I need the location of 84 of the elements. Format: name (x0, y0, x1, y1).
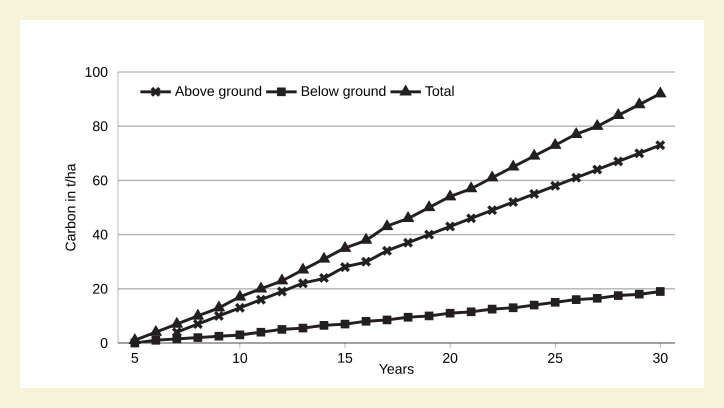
y-tick-label: 0 (100, 338, 108, 348)
x-tick-label: 30 (653, 353, 668, 363)
point (570, 127, 582, 138)
point (550, 298, 560, 307)
point (634, 148, 645, 159)
point (360, 233, 372, 244)
x-tick-label: 25 (548, 353, 562, 363)
point (465, 182, 478, 192)
x-tick-label: 5 (131, 353, 138, 363)
point (550, 180, 561, 192)
point (213, 310, 224, 322)
point (572, 295, 581, 304)
point (236, 330, 244, 340)
point (507, 160, 520, 171)
point (424, 312, 434, 320)
point (296, 262, 310, 274)
legend-label: Total (425, 86, 454, 96)
point (214, 332, 224, 341)
point (570, 172, 582, 184)
point (422, 200, 436, 212)
point (466, 212, 477, 224)
point (508, 303, 518, 312)
point (654, 86, 666, 98)
point (592, 164, 603, 176)
point (488, 304, 496, 314)
point (152, 336, 160, 345)
point (234, 290, 246, 301)
point (298, 278, 308, 289)
point (360, 256, 372, 268)
point (276, 286, 288, 297)
point (614, 291, 623, 300)
point (424, 229, 435, 240)
x-tick-label: 20 (443, 353, 458, 363)
y-tick-label: 80 (92, 121, 108, 132)
point (634, 290, 644, 299)
point (466, 308, 476, 316)
point (192, 318, 204, 330)
point (170, 317, 183, 328)
point (402, 237, 414, 248)
point (592, 294, 602, 303)
y-tick-label: 20 (93, 284, 108, 294)
point (380, 219, 394, 230)
point (486, 170, 498, 182)
point (298, 324, 308, 332)
point (340, 320, 350, 328)
point (633, 98, 646, 108)
point (486, 204, 498, 216)
point (278, 325, 286, 334)
point (612, 156, 624, 167)
point (444, 221, 456, 232)
point (255, 294, 266, 306)
point (528, 149, 540, 160)
point (508, 196, 519, 208)
point (256, 328, 266, 336)
x-tick-label: 15 (338, 353, 352, 363)
point (338, 241, 352, 252)
y-tick-label: 60 (93, 175, 108, 186)
point (612, 108, 624, 120)
y-tick-label: 100 (86, 67, 108, 77)
point (194, 333, 202, 342)
legend-label: Above ground (174, 86, 262, 99)
point (446, 308, 454, 318)
point (172, 334, 182, 344)
point (404, 312, 412, 322)
point (528, 188, 540, 200)
x-tick-label: 10 (233, 353, 248, 363)
point (320, 321, 328, 330)
point (549, 138, 562, 149)
point (656, 287, 665, 296)
point (402, 211, 414, 222)
y-axis-title: Carbon in t/ha (65, 164, 76, 251)
y-tick-label: 40 (92, 230, 108, 240)
point (340, 262, 350, 273)
point (234, 302, 246, 314)
point (318, 252, 330, 263)
point (382, 316, 392, 324)
point (276, 274, 288, 284)
point (362, 316, 370, 326)
x-axis-title: Years (379, 364, 414, 374)
point (382, 245, 392, 256)
point (318, 272, 330, 284)
point (591, 119, 604, 130)
point (530, 300, 539, 310)
legend-label: Below ground (302, 86, 386, 99)
